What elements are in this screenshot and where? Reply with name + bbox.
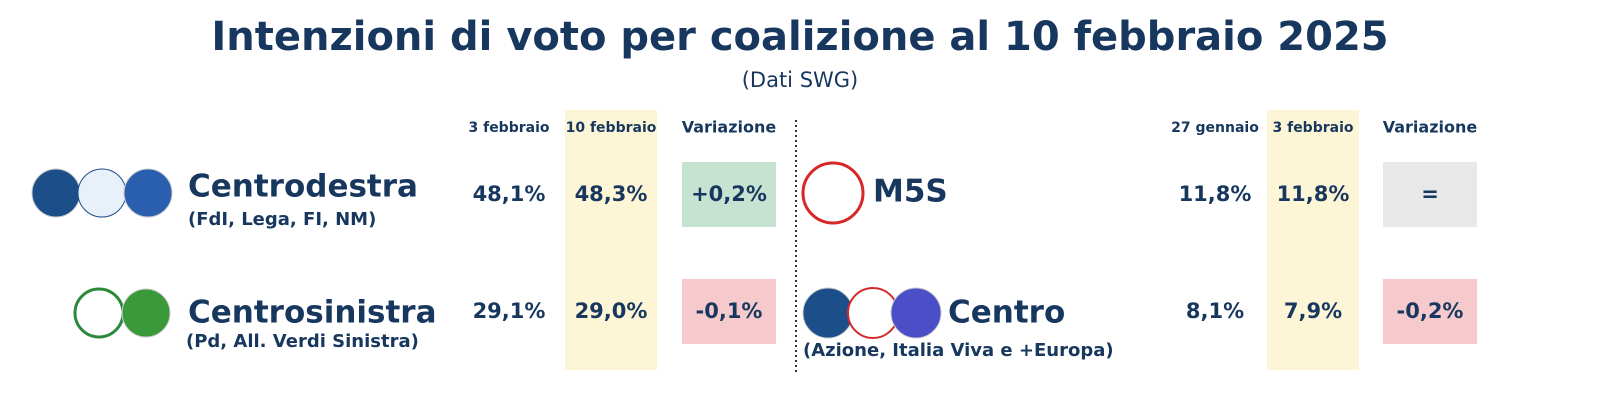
logo — [31, 168, 81, 218]
cell-value: 48,3% — [575, 182, 648, 206]
cell-value: = — [1421, 182, 1439, 206]
cell-value: 29,0% — [575, 299, 648, 323]
row-detail: (FdI, Lega, FI, NM) — [188, 209, 376, 230]
cell-value: 8,1% — [1186, 299, 1244, 323]
column-header: 3 febbraio — [468, 120, 549, 136]
highlight-column — [565, 110, 657, 370]
row-detail: (Pd, All. Verdi Sinistra) — [186, 331, 419, 352]
cell-value: -0,2% — [1397, 299, 1464, 323]
title: Intenzioni di voto per coalizione al 10 … — [211, 14, 1388, 60]
logo — [123, 168, 173, 218]
variation-box — [682, 279, 776, 344]
row-name: Centrosinistra — [188, 295, 437, 331]
logo — [77, 168, 127, 218]
logo — [890, 287, 942, 339]
variation-box — [1383, 162, 1477, 227]
cell-value: +0,2% — [691, 182, 767, 206]
row-detail: (Azione, Italia Viva e +Europa) — [803, 340, 1114, 361]
column-header: Variazione — [1383, 118, 1478, 137]
variation-box — [682, 162, 776, 227]
row-name: Centro — [948, 295, 1065, 331]
cell-value: 11,8% — [1179, 182, 1252, 206]
cell-value: 48,1% — [473, 182, 546, 206]
row-name: M5S — [873, 174, 948, 210]
logo — [801, 161, 865, 225]
column-header: 27 gennaio — [1171, 120, 1259, 136]
logo — [802, 287, 854, 339]
row-name: Centrodestra — [188, 169, 418, 205]
cell-value: 7,9% — [1284, 299, 1342, 323]
cell-value: -0,1% — [696, 299, 763, 323]
logo — [121, 288, 171, 338]
column-header: Variazione — [682, 118, 777, 137]
column-header: 10 febbraio — [566, 120, 657, 136]
logo — [73, 287, 125, 339]
variation-box — [1383, 279, 1477, 344]
subtitle: (Dati SWG) — [742, 68, 859, 92]
column-header: 3 febbraio — [1272, 120, 1353, 136]
logos — [31, 161, 942, 339]
cell-value: 11,8% — [1277, 182, 1350, 206]
highlight-column — [1267, 110, 1359, 370]
cell-value: 29,1% — [473, 299, 546, 323]
